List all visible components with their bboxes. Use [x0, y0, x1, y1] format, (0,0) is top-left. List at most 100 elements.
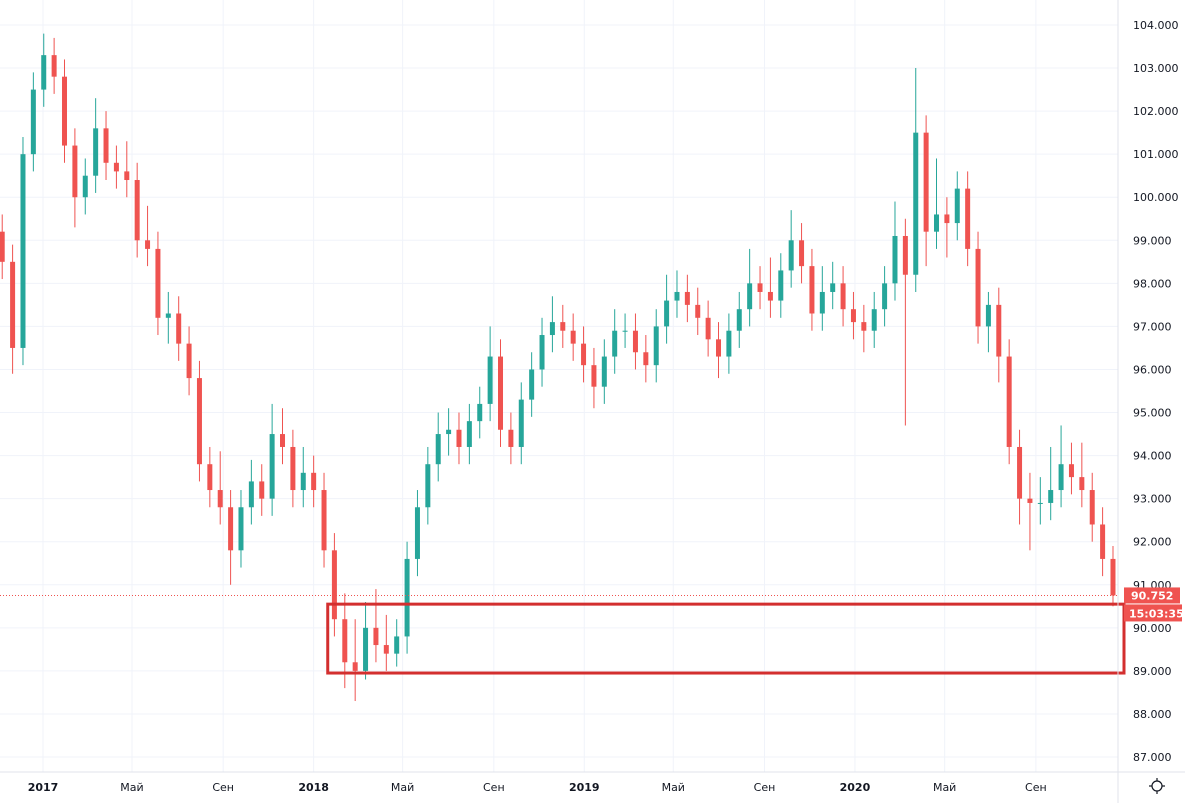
time-tick-label: 2019 [569, 781, 600, 794]
time-tick-label: 2020 [840, 781, 871, 794]
price-tick-label: 96.000 [1133, 363, 1172, 376]
candle [259, 464, 265, 516]
candle-body [435, 434, 441, 465]
candle [954, 171, 960, 241]
price-tick-label: 88.000 [1133, 708, 1172, 721]
candle-body [248, 481, 254, 508]
candle [892, 201, 898, 301]
candle [653, 309, 659, 383]
candle [1006, 339, 1012, 465]
time-tick-label: Май [662, 781, 685, 794]
candle [217, 451, 223, 525]
price-axis[interactable]: 104.000 103.000 102.000 101.000 100.000 99.00… [1117, 0, 1179, 803]
price-tick-label: 100.000 [1133, 191, 1179, 204]
candle-body [1100, 524, 1106, 559]
candle [331, 533, 337, 637]
candle [1058, 425, 1064, 508]
price-tick-label: 95.000 [1133, 407, 1172, 420]
candle [819, 266, 825, 331]
candle-body [747, 283, 753, 310]
candle-body [0, 231, 5, 262]
candle-body [954, 188, 960, 224]
candle-body [518, 399, 524, 447]
price-tick-label: 87.000 [1133, 751, 1172, 764]
candle-body [591, 365, 597, 387]
candle [41, 33, 47, 107]
candle [830, 261, 836, 310]
candle [446, 408, 452, 456]
settings-button[interactable] [1147, 776, 1167, 796]
candle-body [882, 283, 888, 310]
candle [10, 244, 16, 374]
candle [570, 313, 576, 361]
candle-body [819, 291, 825, 314]
candle [1017, 429, 1023, 525]
candle-body [446, 429, 452, 435]
time-tick-label: 2018 [298, 781, 329, 794]
price-tick-label: 102.000 [1133, 105, 1179, 118]
grid [0, 0, 1118, 772]
candle-body [664, 300, 670, 327]
candle [840, 266, 846, 327]
candle [487, 326, 493, 422]
candle-body [165, 313, 171, 318]
time-tick-label: 2017 [28, 781, 59, 794]
candle-body [363, 627, 369, 671]
candle-body [300, 472, 306, 491]
gear-icon [1149, 778, 1165, 794]
candle-body [51, 55, 57, 77]
candle-body [82, 175, 88, 198]
candle-body [539, 335, 545, 370]
candle [113, 145, 119, 189]
candle-body [549, 322, 555, 336]
candle [280, 408, 286, 465]
candle [383, 614, 389, 671]
candle-body [944, 214, 950, 224]
price-tick-label: 104.000 [1133, 19, 1179, 32]
candle [404, 541, 410, 654]
candle-body [62, 76, 68, 146]
candle-body [217, 490, 223, 508]
candle [985, 291, 991, 353]
candle-body [581, 343, 587, 366]
candle [695, 287, 701, 336]
candle [882, 266, 888, 327]
candle [186, 326, 192, 396]
candle-body [1017, 446, 1023, 499]
candle-body [892, 235, 898, 284]
candle-body [124, 171, 130, 181]
candle-body [684, 291, 690, 305]
candle [508, 412, 514, 465]
candle-body [113, 162, 119, 172]
candle-body [643, 352, 649, 366]
candle [0, 214, 5, 280]
time-axis[interactable]: 2017 Май Сен 2018 Май Сен 2019 Май Сен 2020 Май Сен [0, 771, 1185, 794]
candle-body [767, 291, 773, 301]
candle [311, 455, 317, 508]
time-tick-label: Сен [212, 781, 234, 794]
candle [51, 37, 57, 94]
candle [238, 490, 244, 568]
price-tick-label: 99.000 [1133, 234, 1172, 247]
candle [321, 472, 327, 568]
candle [1079, 442, 1085, 508]
candle [684, 274, 690, 323]
candle-body [41, 55, 47, 90]
candle-body [155, 248, 161, 318]
candle [228, 490, 234, 585]
candle [632, 313, 638, 370]
candle-body [809, 266, 815, 314]
candle [850, 291, 856, 340]
candle [736, 291, 742, 348]
candle [560, 304, 566, 348]
candle-body [840, 283, 846, 310]
candle [778, 253, 784, 318]
candle-body [321, 490, 327, 551]
annotation-rectangle[interactable] [326, 602, 1126, 675]
candle-body [632, 330, 638, 353]
candle [934, 158, 940, 249]
candle [601, 339, 607, 404]
candle [747, 248, 753, 327]
price-tick-label: 93.000 [1133, 493, 1172, 506]
